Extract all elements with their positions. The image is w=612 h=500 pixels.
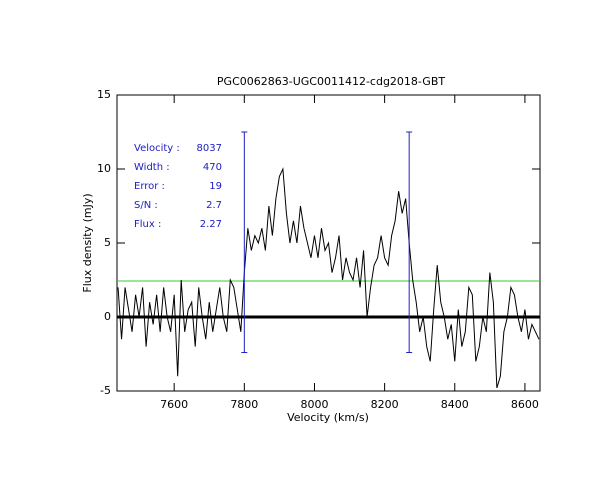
x-tick-label: 8600	[511, 398, 539, 411]
stat-value: 19	[209, 181, 222, 192]
chart-title: PGC0062863-UGC0011412-cdg2018-GBT	[217, 75, 445, 88]
y-tick-label: 10	[97, 162, 111, 175]
spectrum-line	[117, 167, 540, 389]
stat-label: S/N :	[134, 200, 158, 211]
stat-label: Error :	[134, 181, 165, 192]
stat-label: Flux :	[134, 219, 161, 230]
stat-label: Width :	[134, 162, 170, 173]
x-tick-label: 8400	[441, 398, 469, 411]
x-tick-label: 8200	[371, 398, 399, 411]
stat-value: 8037	[197, 143, 222, 154]
y-tick-label: 5	[104, 236, 111, 249]
stat-value: 470	[203, 162, 222, 173]
x-axis-label: Velocity (km/s)	[287, 411, 369, 424]
y-axis-label: Flux density (mJy)	[81, 193, 94, 292]
y-tick-label: -5	[100, 384, 111, 397]
x-tick-label: 8000	[300, 398, 328, 411]
stat-value: 2.7	[206, 200, 222, 211]
x-tick-label: 7600	[160, 398, 188, 411]
stat-value: 2.27	[200, 219, 222, 230]
stat-label: Velocity :	[134, 143, 180, 154]
y-tick-label: 0	[104, 310, 111, 323]
y-tick-label: 15	[97, 88, 111, 101]
x-tick-label: 7800	[230, 398, 258, 411]
